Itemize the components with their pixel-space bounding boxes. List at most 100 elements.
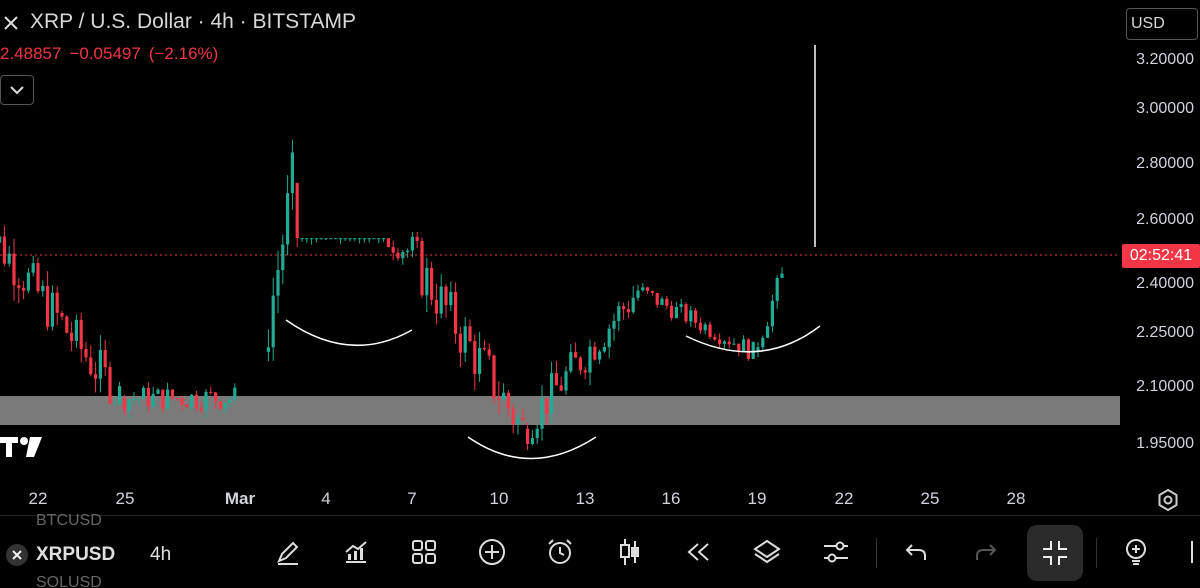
time-tick: 10 <box>489 489 509 508</box>
bulb-icon[interactable] <box>1118 534 1154 570</box>
price-tick: 1.95000 <box>1136 435 1194 452</box>
candle-body <box>46 285 50 327</box>
more-icon[interactable] <box>1176 534 1200 570</box>
symbol-title[interactable]: XRP / U.S. Dollar · 4h · BITSTAMP <box>30 10 356 33</box>
candle-body <box>415 236 419 241</box>
time-tick: 28 <box>1006 489 1026 508</box>
candle-body <box>65 316 69 333</box>
candle-body <box>540 398 544 429</box>
candle-body <box>694 310 698 323</box>
candle-body <box>665 298 669 306</box>
fullscreen-exit-button[interactable] <box>1027 525 1083 581</box>
candle-body <box>583 370 587 373</box>
candle-body <box>286 193 290 245</box>
candle-body <box>266 347 270 352</box>
collapse-legend-button[interactable] <box>0 75 34 105</box>
candle-body <box>559 385 563 391</box>
candle-body <box>444 286 448 306</box>
support-zone[interactable] <box>0 396 1120 425</box>
candle-body <box>353 238 357 240</box>
rounded-bottom-arc-2[interactable] <box>467 436 597 460</box>
divider <box>0 515 1200 516</box>
candle-body <box>26 272 30 291</box>
candle-body <box>209 391 213 393</box>
candle-body <box>55 292 59 313</box>
price-tick: 3.00000 <box>1136 100 1194 117</box>
candle-body <box>89 357 93 375</box>
candle-body <box>727 341 731 345</box>
bottom-toolbar: BTCUSD SOLUSD XRPUSD 4h <box>0 512 1200 588</box>
candle-body <box>473 340 477 374</box>
candles-icon[interactable] <box>612 534 648 570</box>
candle-body <box>746 339 750 359</box>
symbol-name[interactable]: XRPUSD <box>36 544 116 565</box>
candle-body <box>281 244 285 270</box>
candle-body <box>401 252 405 259</box>
candle-body <box>362 238 366 240</box>
candle-body <box>545 398 549 414</box>
interval-button[interactable]: 4h <box>150 544 172 565</box>
candle-body <box>761 337 765 348</box>
candle-body <box>22 287 26 291</box>
chart-settings-icon[interactable] <box>1156 488 1180 517</box>
toolbar-separator <box>876 538 877 568</box>
indicators-icon[interactable] <box>338 534 374 570</box>
candle-body <box>636 290 640 298</box>
candle-body <box>502 392 506 400</box>
ghost-symbol-below: SOLUSD <box>36 574 102 588</box>
candle-body <box>108 367 112 405</box>
candle-body <box>780 273 784 278</box>
candle-body <box>631 297 635 313</box>
candle-body <box>718 339 722 344</box>
candle-body <box>314 238 318 240</box>
candle-body <box>98 349 102 379</box>
price-tick: 2.60000 <box>1136 211 1194 228</box>
candle-body <box>732 343 736 345</box>
add-icon[interactable] <box>474 534 510 570</box>
price-axis[interactable]: 3.20000 3.00000 2.80000 2.60000 2.40000 … <box>1120 0 1200 485</box>
candle-body <box>526 428 530 444</box>
close-icon[interactable] <box>6 544 28 566</box>
candle-body <box>214 392 218 402</box>
close-symbol-icon[interactable] <box>0 10 22 36</box>
replay-icon[interactable] <box>680 534 716 570</box>
candle-body <box>420 240 424 296</box>
redo-icon[interactable] <box>968 534 1004 570</box>
candle-body <box>94 374 98 379</box>
price-tick: 2.40000 <box>1136 275 1194 292</box>
time-axis[interactable]: 22 25 Mar 4 7 10 13 16 19 22 25 28 <box>0 485 1200 515</box>
alert-icon[interactable] <box>542 534 578 570</box>
currency-select[interactable]: USD <box>1126 8 1198 40</box>
candle-body <box>127 399 131 411</box>
rounded-bottom-arc-3[interactable] <box>685 325 821 353</box>
time-tick: 4 <box>321 489 331 508</box>
candle-body <box>122 397 126 411</box>
candle-body <box>324 238 328 240</box>
layers-icon[interactable] <box>749 534 785 570</box>
price-change: −0.05497 <box>69 44 141 63</box>
candle-body <box>775 277 779 301</box>
candle-body <box>12 253 16 286</box>
candle-body <box>578 357 582 371</box>
candlestick-chart[interactable] <box>0 0 1120 485</box>
candle-body <box>305 238 309 240</box>
candle-body <box>199 407 203 411</box>
candle-body <box>588 346 592 373</box>
candle-body <box>737 343 741 352</box>
layout-icon[interactable] <box>406 534 442 570</box>
candle-body <box>751 341 755 359</box>
candle-body <box>358 238 362 240</box>
candle-body <box>0 236 2 243</box>
time-tick: 13 <box>575 489 595 508</box>
candle-body <box>17 285 21 288</box>
chart-area[interactable]: XRP / U.S. Dollar · 4h · BITSTAMP 2.4885… <box>0 0 1120 485</box>
rounded-bottom-arc-1[interactable] <box>285 319 413 347</box>
undo-icon[interactable] <box>898 534 934 570</box>
settings-sliders-icon[interactable] <box>818 534 854 570</box>
candle-body <box>655 292 659 305</box>
candle-body <box>228 399 232 403</box>
draw-icon[interactable] <box>270 534 306 570</box>
candle-body <box>617 306 621 321</box>
candle-body <box>223 402 227 409</box>
price-tick: 2.80000 <box>1136 155 1194 172</box>
